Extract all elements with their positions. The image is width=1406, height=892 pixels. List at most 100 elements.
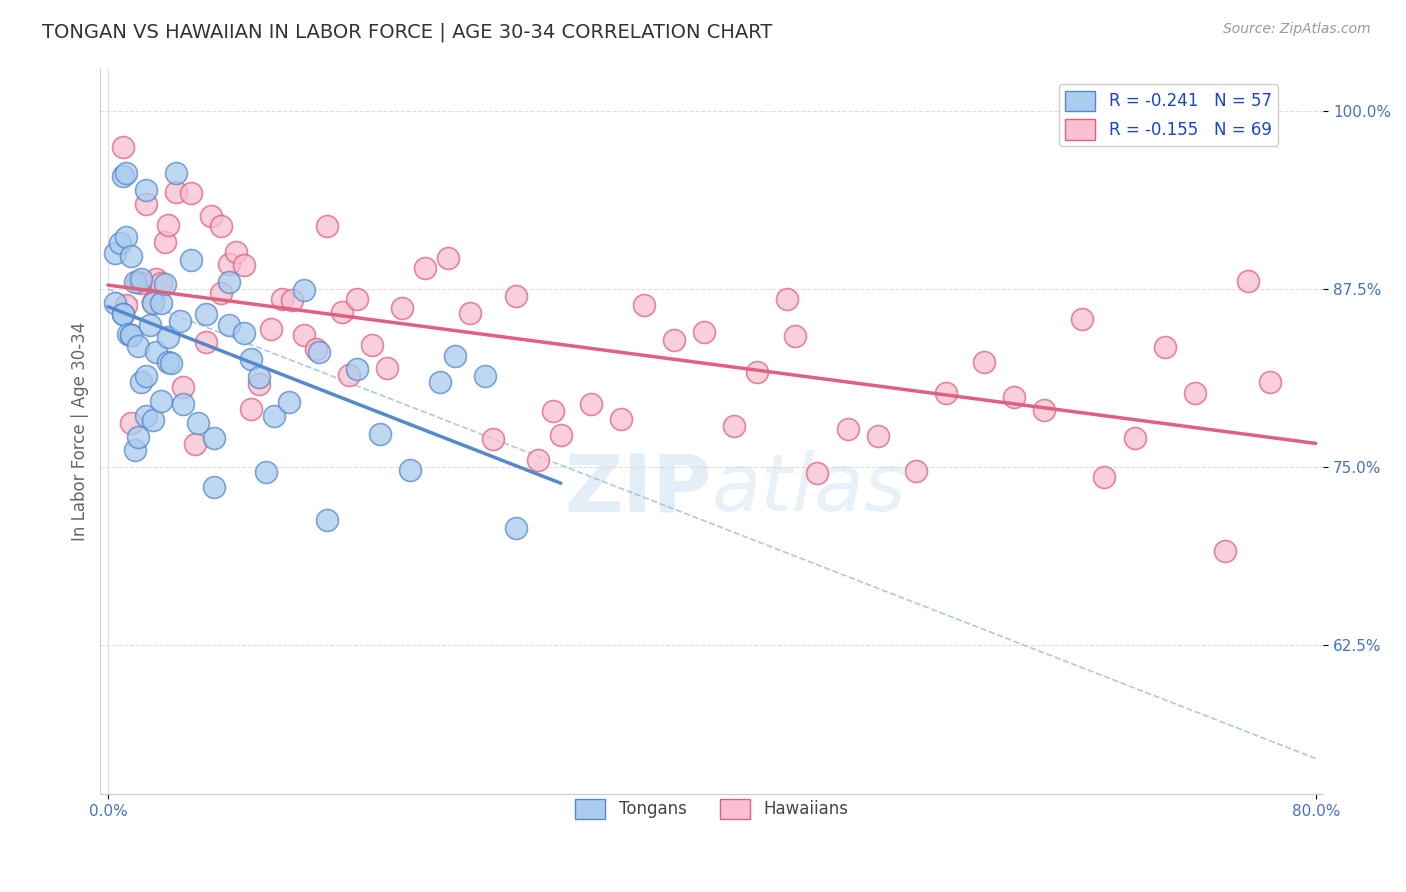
Point — [172, 397, 194, 411]
Point — [391, 301, 413, 315]
Point — [346, 362, 368, 376]
Point — [247, 369, 270, 384]
Point — [482, 433, 505, 447]
Point — [693, 325, 716, 339]
Point — [1236, 274, 1258, 288]
Point — [135, 196, 157, 211]
Point — [108, 236, 131, 251]
Point — [260, 322, 283, 336]
Point — [142, 295, 165, 310]
Point — [139, 318, 162, 332]
Point — [180, 252, 202, 267]
Point — [111, 169, 134, 184]
Point — [281, 293, 304, 307]
Point — [474, 369, 496, 384]
Point — [165, 185, 187, 199]
Point — [263, 409, 285, 423]
Point — [308, 344, 330, 359]
Point — [149, 276, 172, 290]
Point — [1260, 375, 1282, 389]
Point — [135, 183, 157, 197]
Point — [837, 422, 859, 436]
Point — [247, 376, 270, 391]
Point — [124, 275, 146, 289]
Point — [1070, 311, 1092, 326]
Point — [429, 375, 451, 389]
Point — [278, 395, 301, 409]
Point — [413, 261, 436, 276]
Point — [135, 369, 157, 384]
Point — [149, 295, 172, 310]
Point — [218, 276, 240, 290]
Point — [361, 338, 384, 352]
Point — [127, 339, 149, 353]
Point — [1123, 431, 1146, 445]
Point — [218, 318, 240, 332]
Point — [527, 453, 550, 467]
Point — [1213, 544, 1236, 558]
Point — [115, 166, 138, 180]
Point — [550, 428, 572, 442]
Point — [806, 466, 828, 480]
Point — [129, 276, 152, 290]
Point — [157, 218, 180, 232]
Point — [1033, 403, 1056, 417]
Point — [111, 307, 134, 321]
Point — [209, 286, 232, 301]
Point — [165, 166, 187, 180]
Point — [200, 209, 222, 223]
Point — [115, 298, 138, 312]
Point — [305, 342, 328, 356]
Text: atlas: atlas — [711, 450, 907, 528]
Point — [1092, 470, 1115, 484]
Point — [543, 404, 565, 418]
Point — [120, 249, 142, 263]
Point — [292, 327, 315, 342]
Point — [662, 334, 685, 348]
Point — [292, 283, 315, 297]
Point — [904, 464, 927, 478]
Point — [436, 252, 458, 266]
Point — [195, 307, 218, 321]
Text: Source: ZipAtlas.com: Source: ZipAtlas.com — [1223, 22, 1371, 37]
Point — [505, 520, 527, 534]
Point — [120, 327, 142, 342]
Point — [124, 443, 146, 458]
Point — [209, 219, 232, 234]
Point — [1002, 390, 1025, 404]
Y-axis label: In Labor Force | Age 30-34: In Labor Force | Age 30-34 — [72, 322, 89, 541]
Point — [120, 328, 142, 343]
Point — [202, 480, 225, 494]
Point — [254, 465, 277, 479]
Point — [1153, 340, 1175, 354]
Point — [579, 397, 602, 411]
Point — [115, 229, 138, 244]
Point — [973, 355, 995, 369]
Point — [240, 351, 263, 366]
Point — [127, 275, 149, 289]
Point — [160, 356, 183, 370]
Point — [723, 418, 745, 433]
Point — [142, 296, 165, 310]
Point — [104, 296, 127, 310]
Point — [339, 368, 361, 382]
Point — [232, 258, 254, 272]
Point — [1184, 386, 1206, 401]
Point — [232, 326, 254, 341]
Point — [145, 345, 167, 359]
Point — [330, 305, 353, 319]
Point — [935, 386, 957, 401]
Point — [866, 429, 889, 443]
Point — [111, 307, 134, 321]
Point — [157, 330, 180, 344]
Point — [127, 430, 149, 444]
Point — [135, 409, 157, 423]
Point — [610, 411, 633, 425]
Point — [783, 329, 806, 343]
Point — [180, 186, 202, 201]
Point — [149, 394, 172, 409]
Point — [368, 427, 391, 442]
Point — [346, 292, 368, 306]
Point — [195, 334, 218, 349]
Point — [240, 402, 263, 417]
